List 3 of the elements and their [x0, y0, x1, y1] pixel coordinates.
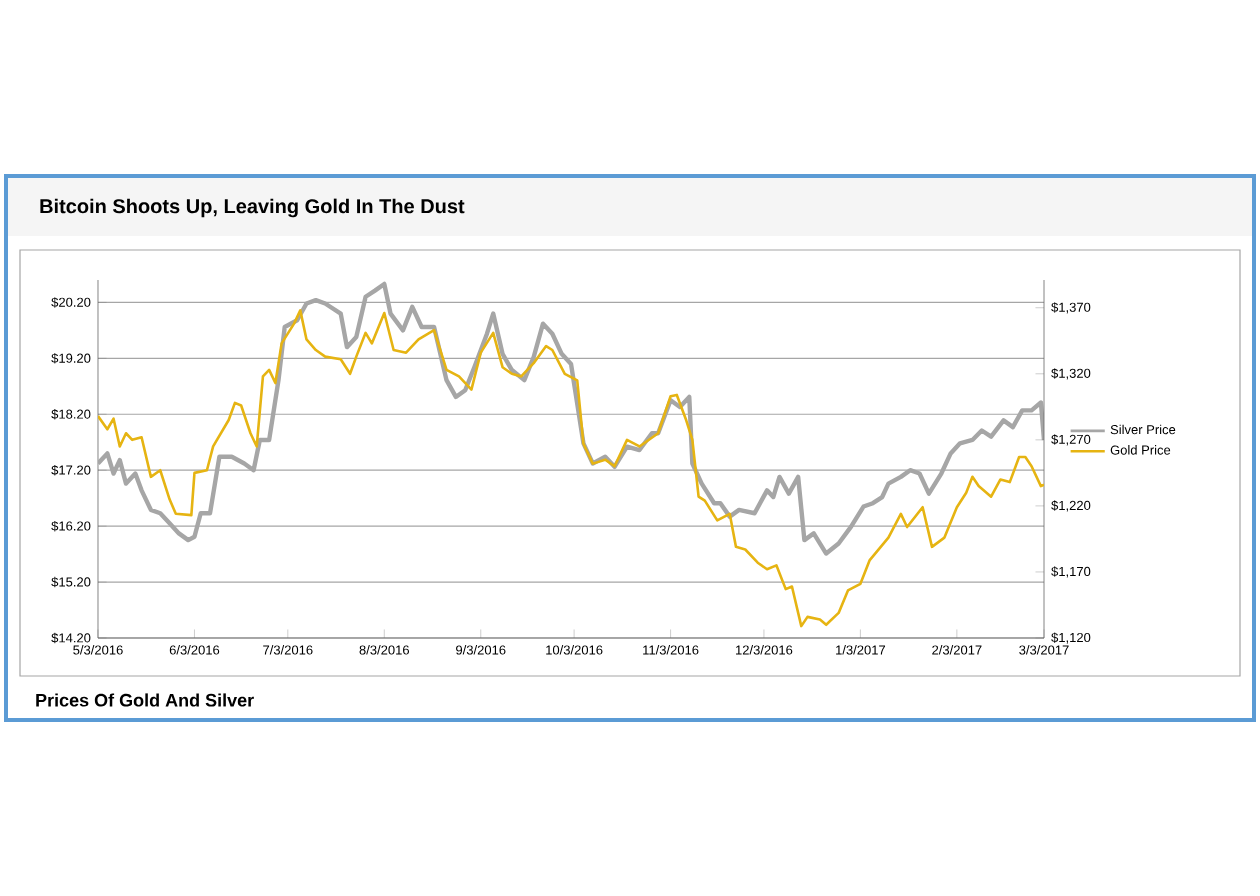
text: Prices Of Gold And Silver	[36, 693, 254, 707]
chart-title: Bitcoin Shoots Up, Leaving Gold In The Dust	[40, 198, 465, 218]
line-series	[98, 309, 1045, 628]
